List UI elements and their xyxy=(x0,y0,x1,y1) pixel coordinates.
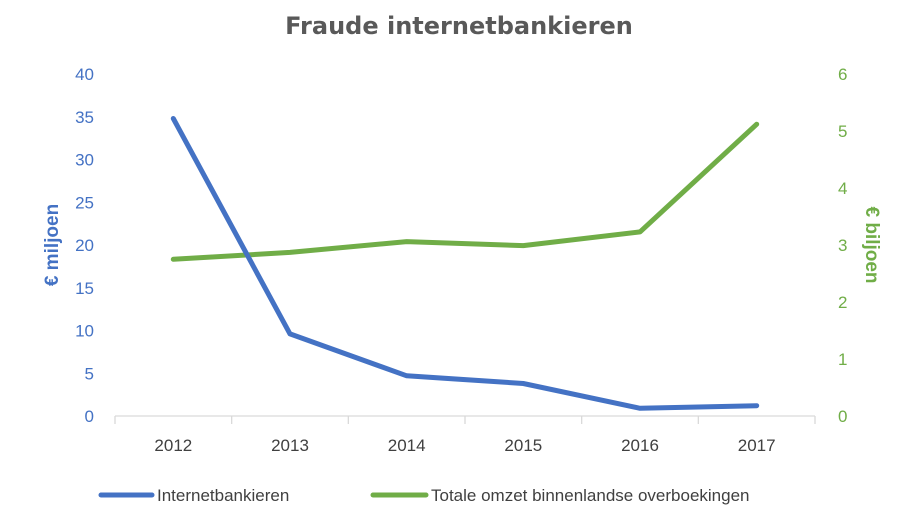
y-right-tick-label: 1 xyxy=(838,350,847,369)
y-right-tick-label: 4 xyxy=(838,179,847,198)
y-right-tick-label: 5 xyxy=(838,122,847,141)
chart-title: Fraude internetbankieren xyxy=(285,12,633,40)
y-left-tick-label: 15 xyxy=(75,279,94,298)
y-left-tick-label: 35 xyxy=(75,108,94,127)
x-axis-ticks xyxy=(114,416,816,424)
y-right-tick-label: 6 xyxy=(838,65,847,84)
x-tick-label: 2016 xyxy=(621,436,659,455)
y-right-tick-label: 0 xyxy=(838,407,847,426)
y-left-tick-label: 20 xyxy=(75,236,94,255)
series-line-left xyxy=(170,116,760,411)
legend: Internetbankieren Totale omzet binnenland… xyxy=(98,486,750,505)
x-tick-label: 2015 xyxy=(504,436,542,455)
legend-label: Totale omzet binnenlandse overboekingen xyxy=(431,486,750,505)
x-axis-labels: 2012 2013 2014 2015 2016 2017 xyxy=(154,436,775,455)
x-tick-label: 2013 xyxy=(271,436,309,455)
y-left-tick-label: 25 xyxy=(75,193,94,212)
y-left-tick-label: 0 xyxy=(85,407,94,426)
y-left-axis-labels: 0 5 10 15 20 25 30 35 40 xyxy=(75,65,94,426)
y-right-tick-label: 3 xyxy=(838,236,847,255)
y-left-tick-label: 10 xyxy=(75,322,94,341)
x-tick-label: 2014 xyxy=(388,436,426,455)
legend-label: Internetbankieren xyxy=(157,486,289,505)
legend-item: Internetbankieren xyxy=(98,486,289,505)
y-right-axis-title: € biljoen xyxy=(861,206,882,283)
series-line-right xyxy=(170,121,760,262)
x-tick-label: 2012 xyxy=(154,436,192,455)
y-left-tick-label: 30 xyxy=(75,151,94,170)
y-left-tick-label: 5 xyxy=(85,364,94,383)
legend-item: Totale omzet binnenlandse overboekingen xyxy=(370,486,750,505)
y-left-axis-title: € miljoen xyxy=(42,204,63,286)
y-left-tick-label: 40 xyxy=(75,65,94,84)
series-lines xyxy=(170,116,760,411)
plot-area: 2012 2013 2014 2015 2016 2017 051015202530354… xyxy=(75,65,847,455)
y-right-tick-label: 2 xyxy=(838,293,847,312)
x-tick-label: 2017 xyxy=(738,436,776,455)
y-right-axis-labels: 0 1 2 3 4 5 6 xyxy=(838,65,847,426)
